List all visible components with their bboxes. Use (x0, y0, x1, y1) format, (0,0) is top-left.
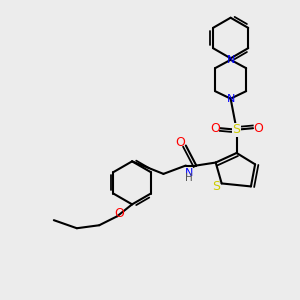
Text: O: O (210, 122, 220, 135)
Text: S: S (212, 180, 220, 193)
Text: N: N (184, 168, 193, 178)
Text: S: S (232, 123, 241, 136)
Text: O: O (254, 122, 263, 135)
Text: N: N (226, 55, 235, 65)
Text: O: O (115, 207, 124, 220)
Text: N: N (226, 94, 235, 103)
Text: O: O (176, 136, 185, 149)
Text: H: H (185, 173, 193, 183)
